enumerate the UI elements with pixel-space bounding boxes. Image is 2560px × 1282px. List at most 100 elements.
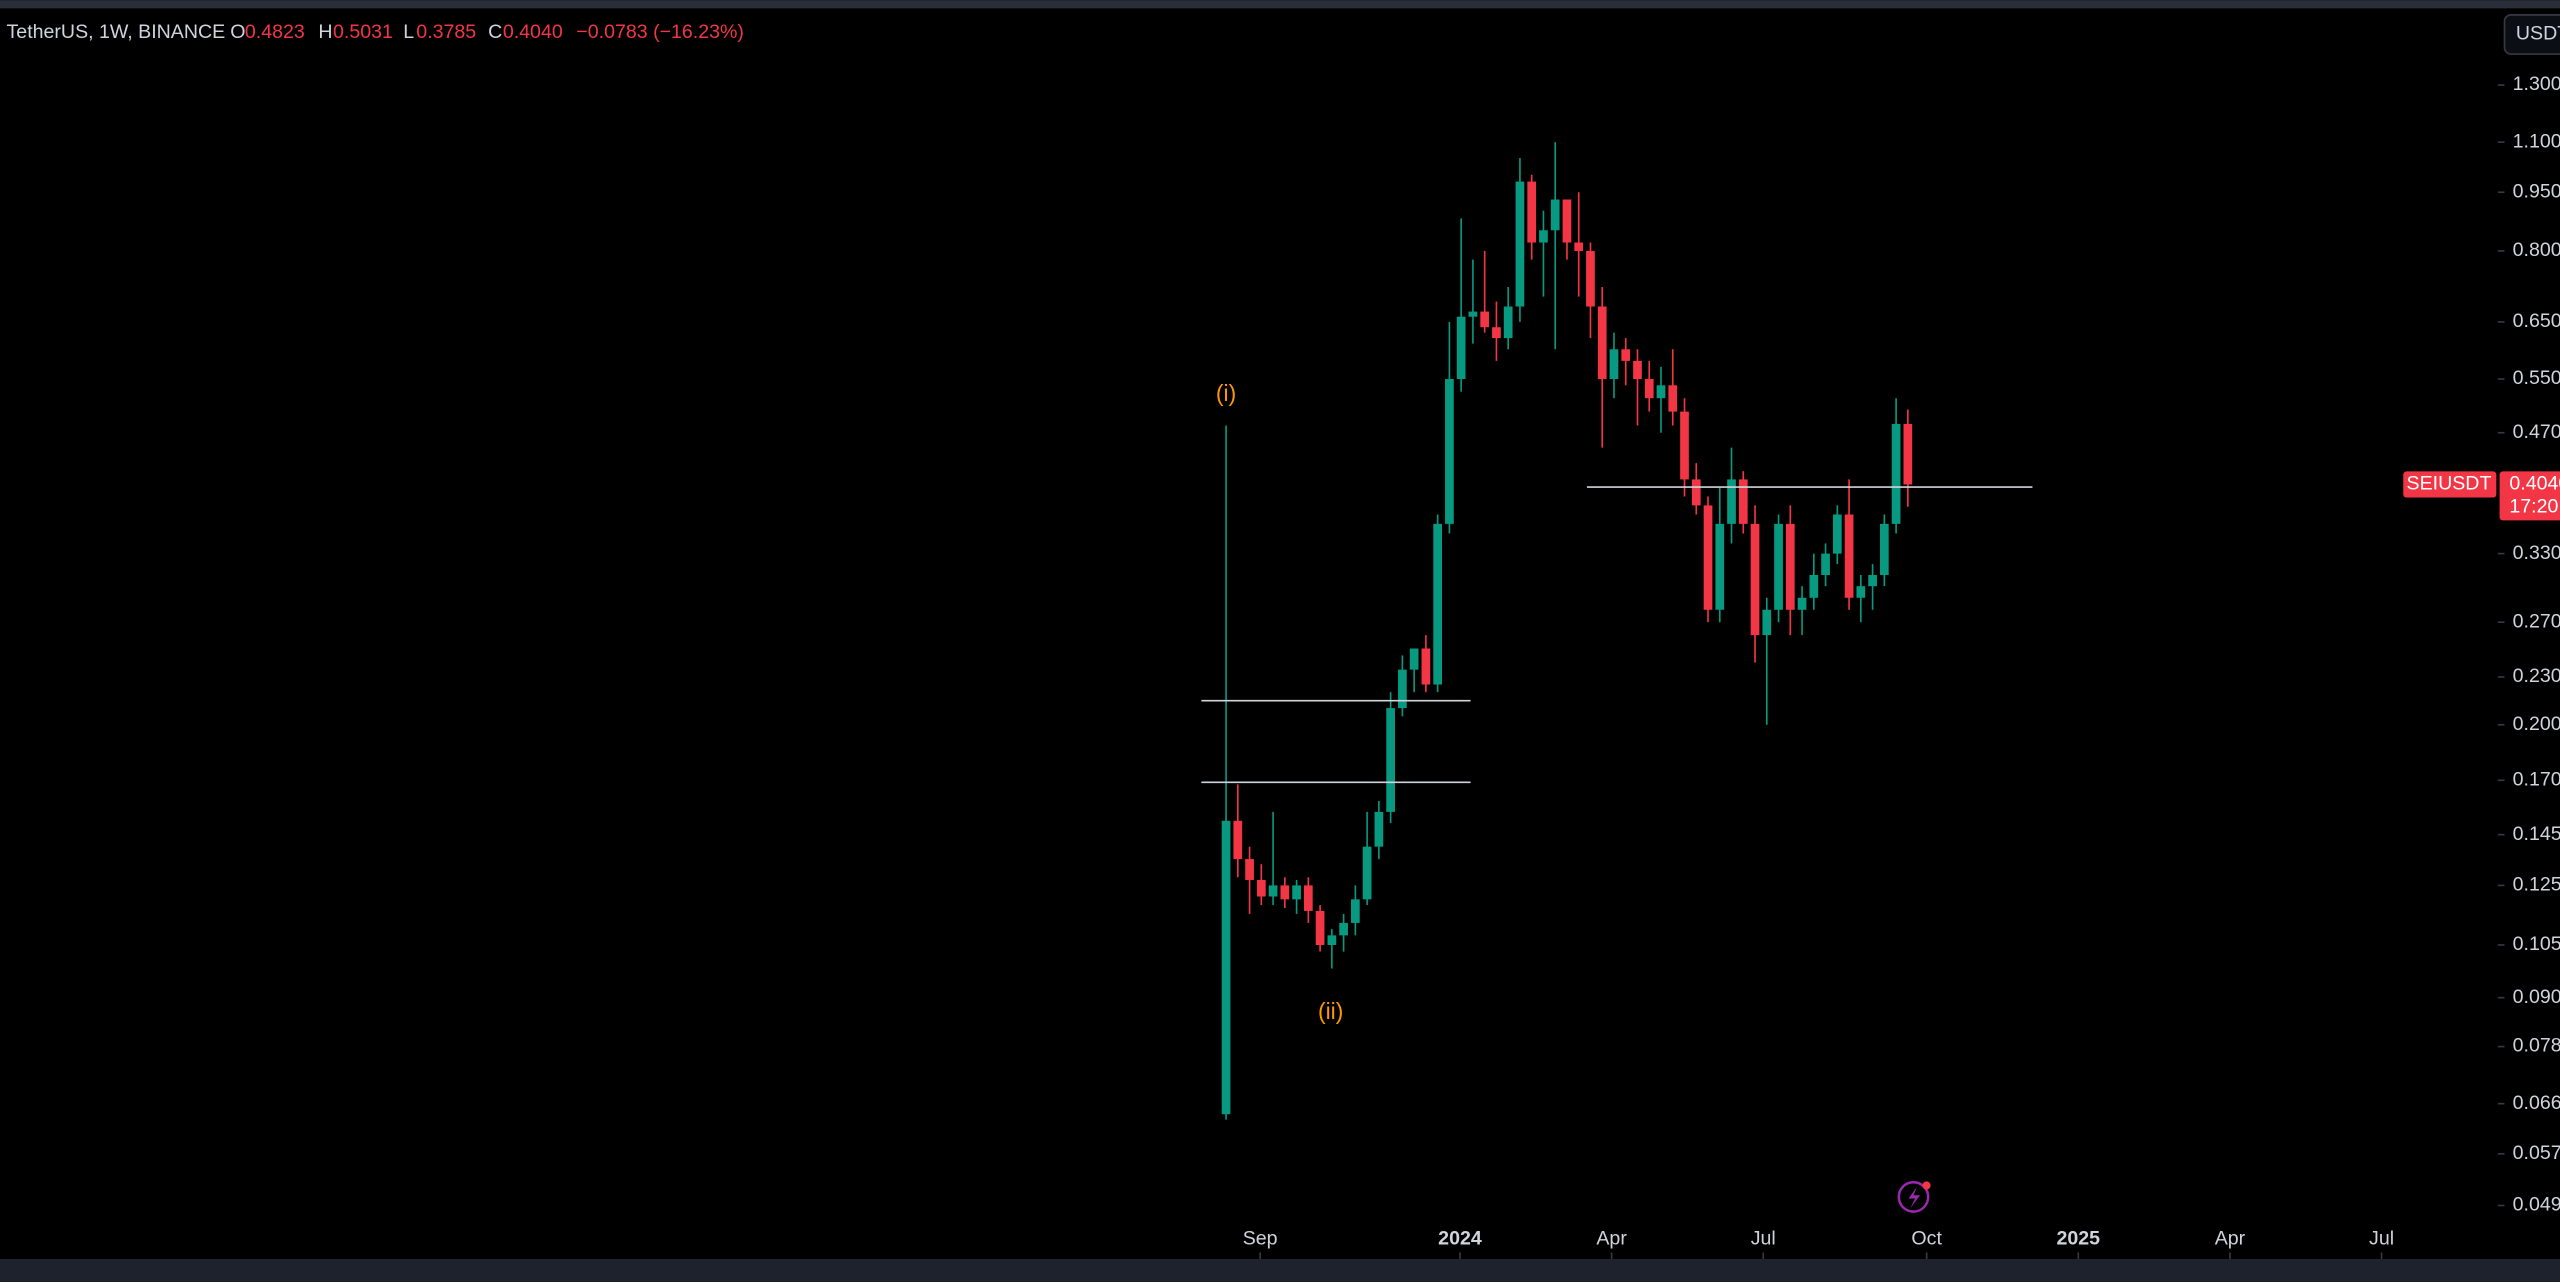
candle-body bbox=[1727, 479, 1736, 524]
y-tick-label: 0.057 bbox=[2513, 1142, 2560, 1164]
x-tick-label: Jul bbox=[1751, 1228, 1776, 1250]
candle-body bbox=[1656, 385, 1666, 399]
y-tick-label: 0.078 bbox=[2513, 1035, 2560, 1057]
ohlc-label: C bbox=[488, 21, 502, 43]
candle-body bbox=[1303, 885, 1313, 911]
candle-body bbox=[1256, 879, 1266, 897]
candle-body bbox=[1633, 360, 1642, 380]
candle-body bbox=[1433, 523, 1442, 685]
ohlc-value: 0.4823 bbox=[245, 21, 305, 43]
y-tick-label: 0.230 bbox=[2513, 665, 2560, 687]
price-tag-countdown: 17:20 bbox=[2509, 495, 2558, 517]
ohlc-label: O bbox=[230, 21, 245, 43]
currency-button[interactable]: USDT bbox=[2503, 14, 2560, 55]
symbol: TetherUS, 1W, BINANCE bbox=[7, 21, 226, 43]
candle-body bbox=[1856, 586, 1866, 598]
candle-body bbox=[1362, 846, 1372, 900]
candle-body bbox=[1233, 820, 1243, 860]
candle-body bbox=[1703, 505, 1713, 610]
y-tick-label: 0.090 bbox=[2513, 986, 2560, 1008]
candle-body bbox=[1339, 922, 1348, 936]
candle-body bbox=[1785, 523, 1795, 610]
candle-body bbox=[1386, 708, 1395, 812]
candle-body bbox=[1668, 385, 1678, 412]
bottom-bar bbox=[0, 1258, 2560, 1282]
y-tick-label: 0.049 bbox=[2513, 1194, 2560, 1216]
candle-body bbox=[1515, 181, 1525, 307]
candle-body bbox=[1832, 514, 1842, 554]
ohlc-value: 0.5031 bbox=[333, 21, 393, 43]
y-tick-label: 0.950 bbox=[2513, 180, 2560, 202]
ohlc-value: 0.4040 bbox=[503, 21, 563, 43]
candle-body bbox=[1268, 885, 1278, 897]
candle-body bbox=[1644, 379, 1654, 399]
candle-body bbox=[1374, 811, 1384, 847]
x-tick-label: 2025 bbox=[2057, 1228, 2101, 1250]
candle-body bbox=[1797, 597, 1807, 610]
candle-body bbox=[1774, 523, 1783, 610]
top-bar bbox=[0, 0, 2560, 9]
button-label[interactable]: USDT bbox=[2516, 23, 2560, 45]
y-tick-label: 1.300 bbox=[2513, 73, 2560, 95]
candle-body bbox=[1445, 379, 1454, 524]
price-tag-symbol: SEIUSDT bbox=[2407, 473, 2492, 495]
candle-body bbox=[1503, 306, 1513, 339]
y-tick-label: 0.270 bbox=[2513, 610, 2560, 632]
icon-bolt[interactable] bbox=[1908, 1187, 1920, 1209]
candle-body bbox=[1245, 859, 1254, 880]
candle-body bbox=[1468, 311, 1478, 317]
candle-body bbox=[1809, 574, 1819, 598]
candle-body bbox=[1879, 523, 1889, 575]
candle-body bbox=[1550, 199, 1560, 231]
icon-ring[interactable] bbox=[1897, 1181, 1930, 1213]
button-frame[interactable] bbox=[2503, 14, 2560, 55]
candle-body bbox=[1574, 242, 1584, 251]
y-tick-label: 0.125 bbox=[2513, 874, 2560, 896]
y-tick-label: 0.650 bbox=[2513, 310, 2560, 332]
candle-body bbox=[1480, 311, 1490, 328]
y-tick-label: 0.145 bbox=[2513, 823, 2560, 845]
candle-body bbox=[1621, 349, 1631, 361]
y-tick-label: 0.550 bbox=[2513, 367, 2560, 389]
candle-body bbox=[1738, 479, 1748, 524]
candle-body bbox=[1762, 609, 1772, 636]
candle-body bbox=[1527, 181, 1537, 243]
wave-label: (ii) bbox=[1318, 998, 1343, 1024]
icon-dot[interactable] bbox=[1922, 1181, 1931, 1190]
x-tick-label: 2024 bbox=[1438, 1228, 1482, 1250]
candle-body bbox=[1821, 553, 1830, 575]
change: −0.0783 (−16.23%) bbox=[576, 21, 744, 43]
candle-body bbox=[1609, 349, 1619, 380]
candle-body bbox=[1586, 250, 1595, 307]
y-tick-label: 0.470 bbox=[2513, 421, 2560, 443]
candle-body bbox=[1398, 669, 1407, 709]
candle-body bbox=[1680, 411, 1689, 480]
y-tick-label: 1.100 bbox=[2513, 130, 2560, 152]
candle-body bbox=[1409, 648, 1419, 670]
candle-body bbox=[1456, 316, 1466, 380]
ohlc-label: H bbox=[318, 21, 332, 43]
x-tick-label: Apr bbox=[1596, 1228, 1627, 1250]
wave-label: (i) bbox=[1216, 380, 1236, 406]
y-tick-label: 0.105 bbox=[2513, 933, 2560, 955]
candle-body bbox=[1750, 523, 1760, 636]
candle-body bbox=[1868, 574, 1877, 587]
candle-body bbox=[1539, 230, 1548, 243]
ohlc-value: 0.3785 bbox=[416, 21, 476, 43]
price-tag-box bbox=[2499, 471, 2560, 521]
candle-body bbox=[1562, 199, 1572, 243]
y-tick-label: 0.200 bbox=[2513, 713, 2560, 735]
candle-body bbox=[1597, 306, 1607, 380]
header: TetherUS, 1W, BINANCE O 0.4823 H 0.5031 … bbox=[7, 21, 744, 43]
candle-body bbox=[1691, 479, 1701, 506]
x-tick-label: Jul bbox=[2369, 1228, 2394, 1250]
y-tick-label: 0.170 bbox=[2513, 768, 2560, 790]
x-tick-label: Apr bbox=[2215, 1228, 2246, 1250]
candle-body bbox=[1421, 648, 1431, 685]
alert-icon[interactable] bbox=[1897, 1181, 1931, 1213]
candle-body bbox=[1715, 523, 1725, 610]
candle-body bbox=[1221, 820, 1231, 1115]
candle-body bbox=[1280, 885, 1290, 900]
